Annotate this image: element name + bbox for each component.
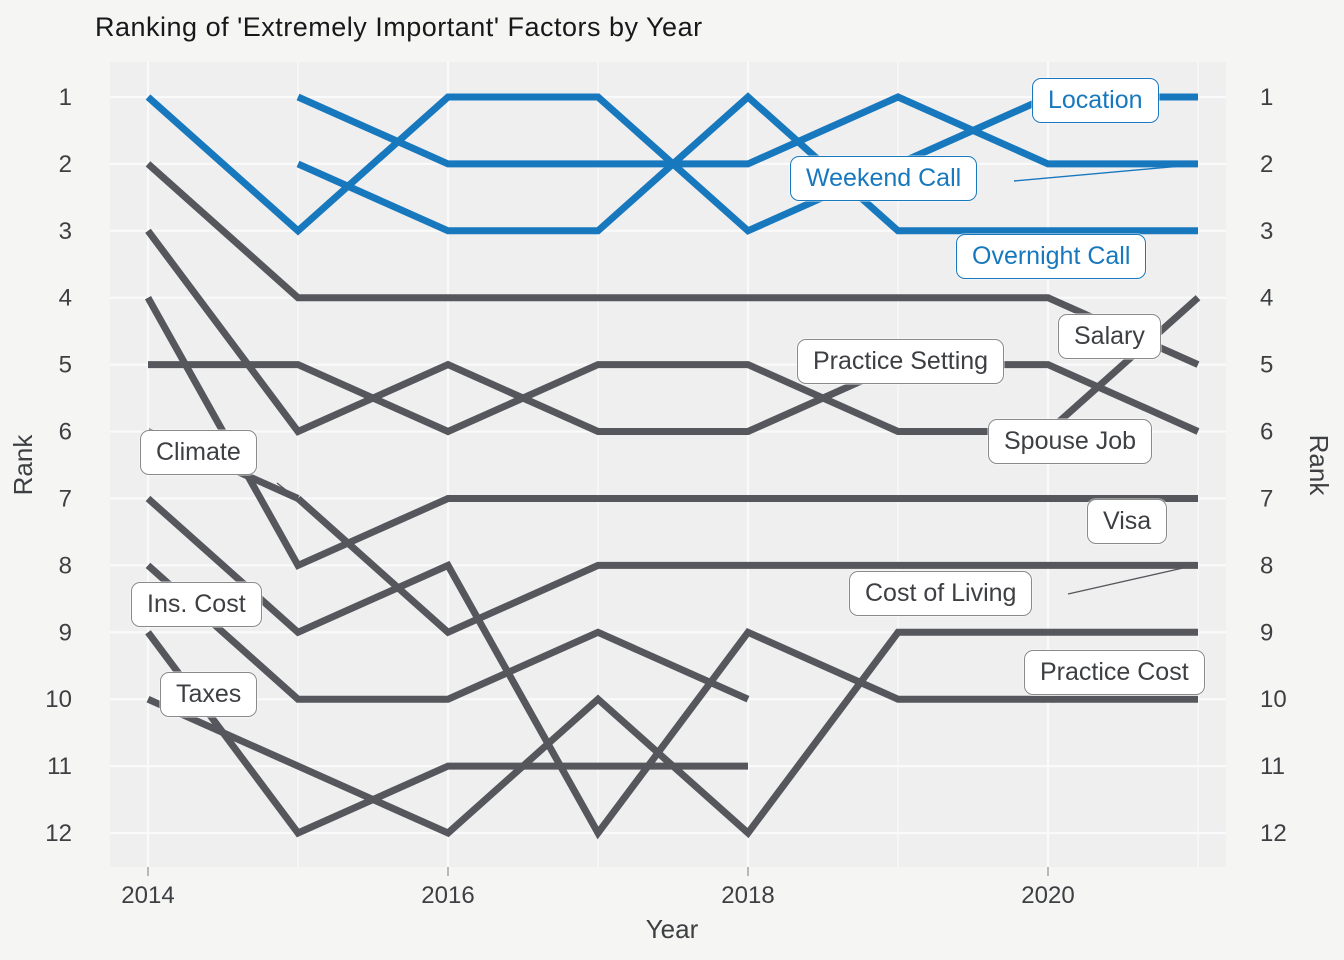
x-tick-label: 2014 [121, 882, 174, 909]
y-tick-right: 11 [1260, 753, 1285, 780]
series-line-salary [145, 161, 1200, 368]
series-line-weekend-call [296, 93, 1198, 168]
y-tick-right: 12 [1260, 820, 1287, 847]
y-axis-title-right: Rank [1304, 435, 1334, 497]
y-tick-right: 10 [1260, 686, 1287, 713]
y-tick-left: 7 [59, 485, 72, 512]
y-tick-right: 1 [1260, 84, 1273, 111]
y-tick-right: 5 [1260, 352, 1273, 379]
series-line-taxes [146, 628, 1198, 839]
y-tick-left: 4 [59, 285, 72, 312]
series-label-salary: Salary [1058, 314, 1161, 359]
y-tick-left: 1 [59, 84, 72, 111]
x-tick-label: 2018 [721, 882, 774, 909]
plot-panel [110, 62, 1226, 867]
y-axis-title-left: Rank [8, 434, 38, 496]
series-label-climate: Climate [140, 430, 257, 475]
y-tick-left: 6 [59, 419, 72, 446]
label-leader-climate [276, 482, 297, 499]
y-tick-left: 5 [59, 352, 72, 379]
y-tick-right: 6 [1260, 419, 1273, 446]
y-tick-right: 7 [1260, 485, 1273, 512]
y-tick-left: 12 [45, 820, 72, 847]
series-line-practice-setting [145, 228, 1200, 436]
series-line-overnight-call [296, 92, 1198, 235]
series-label-location: Location [1032, 78, 1159, 123]
series-label-ins-cost: Ins. Cost [131, 582, 262, 627]
series-label-taxes: Taxes [160, 672, 258, 717]
series-label-weekend-call: Weekend Call [790, 156, 978, 201]
y-tick-left: 3 [59, 218, 72, 245]
series-line-cost-of-living [295, 495, 1198, 637]
series-label-cost-of-living: Cost of Living [849, 571, 1033, 616]
label-leader-cost-of-living [1067, 567, 1184, 595]
y-tick-right: 3 [1260, 218, 1273, 245]
series-label-spouse-job: Spouse Job [988, 419, 1153, 464]
x-tick-label: 2016 [421, 882, 474, 909]
series-line-visa [144, 295, 1198, 570]
series-label-visa: Visa [1087, 499, 1168, 544]
label-leader-weekend-call [1013, 164, 1193, 182]
series-line-practice-cost [145, 495, 1198, 840]
y-tick-right: 8 [1260, 552, 1273, 579]
y-tick-left: 2 [59, 151, 72, 178]
y-tick-left: 9 [59, 619, 72, 646]
x-tick-label: 2020 [1021, 882, 1074, 909]
y-tick-left: 11 [47, 753, 72, 780]
y-tick-right: 4 [1260, 285, 1273, 312]
chart-title: Ranking of 'Extremely Important' Factors… [95, 12, 703, 42]
series-label-practice-cost: Practice Cost [1024, 650, 1205, 695]
y-tick-left: 10 [45, 686, 72, 713]
series-line-ins-cost [145, 562, 750, 703]
y-tick-right: 9 [1260, 619, 1273, 646]
series-label-practice-setting: Practice Setting [797, 339, 1005, 384]
series-label-overnight-call: Overnight Call [956, 234, 1147, 279]
y-tick-left: 8 [59, 552, 72, 579]
y-tick-right: 2 [1260, 151, 1273, 178]
x-axis-title: Year [646, 914, 699, 944]
